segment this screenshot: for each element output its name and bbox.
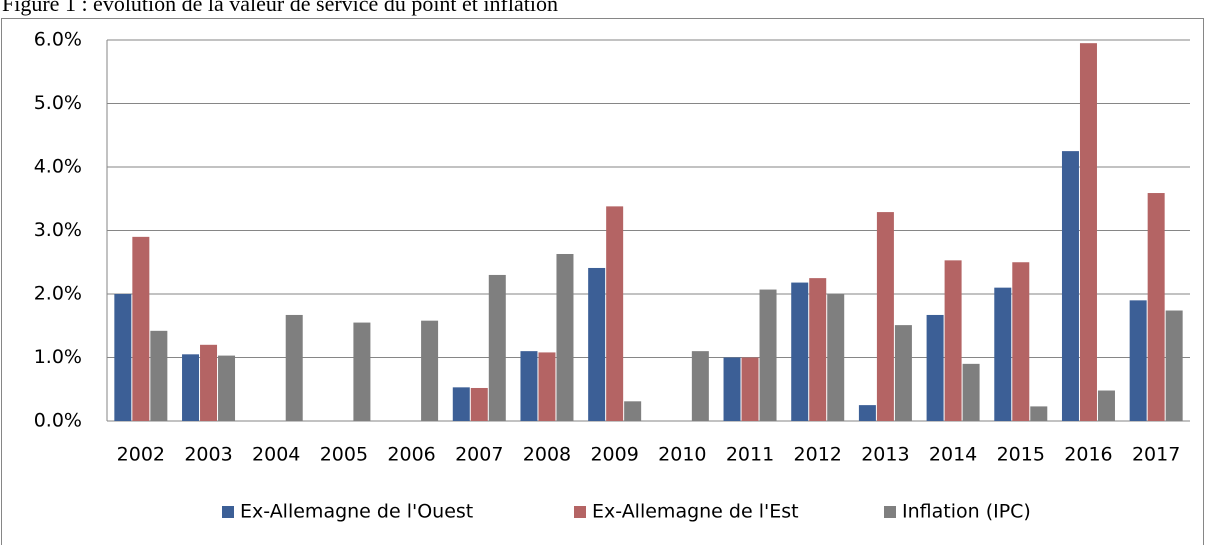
bar [624,401,642,421]
bar [1097,390,1115,421]
bar [132,236,150,421]
bar [759,289,777,421]
legend-swatch [574,506,586,518]
bar [538,352,556,421]
x-tick-label: 2006 [387,444,435,466]
bar [741,357,759,421]
legend-swatch [884,506,896,518]
x-tick-label: 2003 [184,444,232,466]
x-tick-label: 2016 [1064,444,1112,466]
y-tick-label: 5.0% [34,92,82,114]
y-tick-label: 1.0% [34,346,82,368]
chart-frame [1,18,1204,545]
x-tick-label: 2009 [590,444,638,466]
legend-label: Ex-Allemagne de l'Est [592,501,799,523]
bar [470,387,488,421]
bar [1030,406,1048,421]
bar [488,274,506,421]
x-tick-label: 2014 [929,444,977,466]
bar [962,363,980,421]
x-tick-label: 2008 [523,444,571,466]
chart-title: Figure 1 : évolution de la valeur de ser… [2,0,558,16]
y-tick-label: 4.0% [34,156,82,178]
bar [606,206,624,421]
bar [691,351,709,421]
bar [876,212,894,421]
bar [452,387,470,421]
bar [723,357,741,421]
bar [421,320,439,421]
bar [858,405,876,421]
x-tick-label: 2017 [1132,444,1180,466]
y-tick-label: 0.0% [34,410,82,432]
x-tick-label: 2015 [997,444,1045,466]
y-tick-label: 2.0% [34,283,82,305]
bar [182,354,200,421]
bar [1079,43,1097,422]
y-tick-label: 3.0% [34,219,82,241]
y-tick-label: 6.0% [34,29,82,51]
legend-label: Inflation (IPC) [902,501,1031,523]
x-tick-label: 2004 [252,444,300,466]
legend-swatch [222,506,234,518]
bar [1147,193,1165,421]
bar [791,282,809,421]
bar [926,314,944,421]
legend-label: Ex-Allemagne de l'Ouest [240,501,473,523]
bar [809,278,827,421]
bar [285,314,303,421]
bar [1129,300,1147,421]
x-tick-label: 2011 [726,444,774,466]
x-tick-label: 2013 [861,444,909,466]
bar [556,253,574,421]
bar [894,325,912,421]
x-tick-label: 2005 [320,444,368,466]
x-tick-label: 2010 [658,444,706,466]
bar [994,287,1012,421]
x-tick-label: 2012 [794,444,842,466]
bar [150,330,168,421]
bar [218,355,236,421]
bar [353,322,371,421]
bar [200,344,218,421]
x-tick-label: 2007 [455,444,503,466]
bar [520,351,538,421]
bar [944,260,962,421]
x-tick-label: 2002 [117,444,165,466]
bar [1012,262,1030,421]
bar [1061,151,1079,421]
bar [588,267,606,421]
bar [827,294,845,421]
bar [1165,310,1183,421]
bar [114,294,132,421]
